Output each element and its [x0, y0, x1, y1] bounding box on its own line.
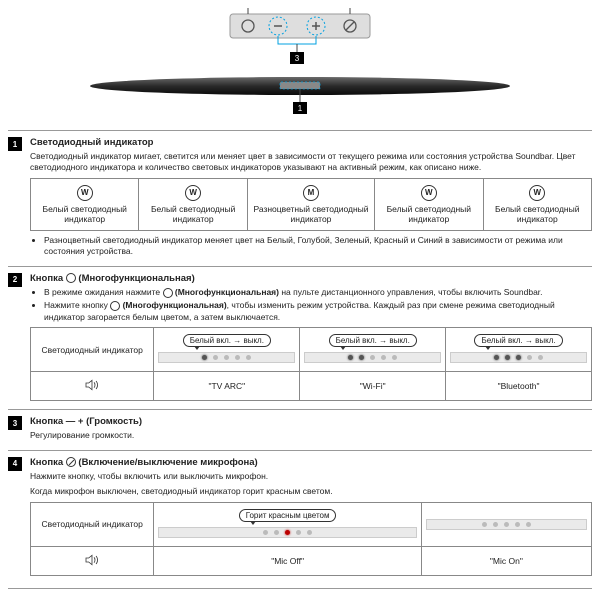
section-description: Регулирование громкости. — [30, 430, 592, 441]
section-led-indicator: 1 Светодиодный индикатор Светодиодный ин… — [8, 130, 592, 266]
indicator-note: Разноцветный светодиодный индикатор меня… — [44, 235, 592, 258]
bullet-item: Нажмите кнопку (Многофункциональная), чт… — [44, 300, 592, 323]
speaker-icon-cell — [31, 546, 154, 575]
indicator-cell: MРазноцветный светодиодный индикатор — [247, 178, 374, 230]
bullet-item: В режиме ожидания нажмите (Многофункцион… — [44, 287, 592, 298]
indicator-cell: WБелый светодиодный индикатор — [31, 178, 139, 230]
section-title: Кнопка — + (Громкость) — [30, 416, 592, 427]
led-pattern-cell: Белый вкл. → выкл. — [154, 328, 300, 372]
mode-name-cell: "Mic On" — [421, 546, 591, 575]
section-title: Светодиодный индикатор — [30, 137, 592, 148]
section-title: Кнопка (Включение/выключение микрофона) — [30, 457, 592, 468]
mode-name-cell: "Wi-Fi" — [300, 372, 446, 401]
top-control-diagram: 2 4 3 1 — [8, 8, 592, 120]
mode-name-cell: "Bluetooth" — [446, 372, 592, 401]
section-title: Кнопка (Многофункциональная) — [30, 273, 592, 284]
svg-text:1: 1 — [298, 104, 303, 113]
indicator-cell: WБелый светодиодный индикатор — [483, 178, 591, 230]
section-description: Светодиодный индикатор мигает, светится … — [30, 151, 592, 174]
mode-name-cell: "TV ARC" — [154, 372, 300, 401]
led-pattern-cell — [421, 502, 591, 546]
section-volume-button: 3 Кнопка — + (Громкость) Регулирование г… — [8, 409, 592, 449]
section-number-badge: 3 — [8, 416, 22, 430]
row-label: Светодиодный индикатор — [31, 502, 154, 546]
led-pattern-cell: Белый вкл. → выкл. — [446, 328, 592, 372]
mode-table: Светодиодный индикаторБелый вкл. → выкл.… — [30, 327, 592, 401]
indicator-cell: WБелый светодиодный индикатор — [139, 178, 247, 230]
indicator-table: WБелый светодиодный индикаторWБелый свет… — [30, 178, 592, 231]
row-label: Светодиодный индикатор — [31, 328, 154, 372]
led-pattern-cell: Белый вкл. → выкл. — [300, 328, 446, 372]
section-multifunction-button: 2 Кнопка (Многофункциональная) В режиме … — [8, 266, 592, 409]
led-pattern-cell: Горит красным цветом — [154, 502, 421, 546]
section-mic-button: 4 Кнопка (Включение/выключение микрофона… — [8, 450, 592, 589]
section-number-badge: 2 — [8, 273, 22, 287]
section-description: Нажмите кнопку, чтобы включить или выклю… — [30, 471, 592, 482]
section-number-badge: 4 — [8, 457, 22, 471]
speaker-icon-cell — [31, 372, 154, 401]
section-description: Когда микрофон выключен, светодиодный ин… — [30, 486, 592, 497]
section-number-badge: 1 — [8, 137, 22, 151]
mic-mode-table: Светодиодный индикаторГорит красным цвет… — [30, 502, 592, 576]
svg-text:3: 3 — [295, 54, 300, 63]
mode-name-cell: "Mic Off" — [154, 546, 421, 575]
indicator-cell: WБелый светодиодный индикатор — [375, 178, 483, 230]
